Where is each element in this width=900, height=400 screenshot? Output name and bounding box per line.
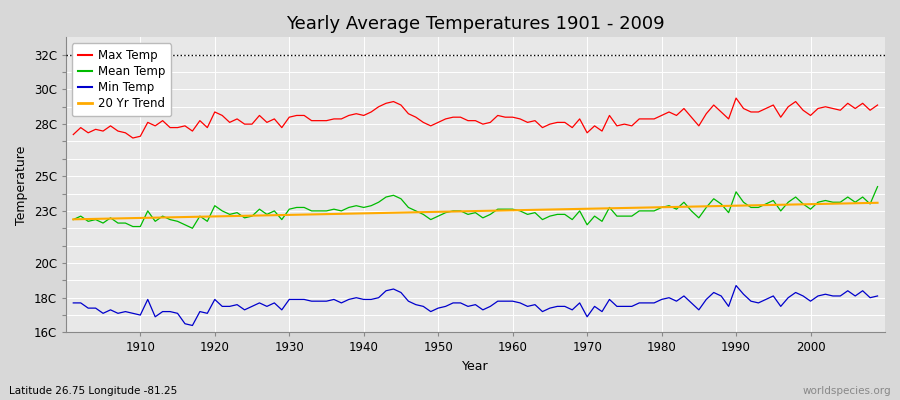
Title: Yearly Average Temperatures 1901 - 2009: Yearly Average Temperatures 1901 - 2009	[286, 15, 665, 33]
Text: worldspecies.org: worldspecies.org	[803, 386, 891, 396]
Legend: Max Temp, Mean Temp, Min Temp, 20 Yr Trend: Max Temp, Mean Temp, Min Temp, 20 Yr Tre…	[72, 43, 171, 116]
Text: Latitude 26.75 Longitude -81.25: Latitude 26.75 Longitude -81.25	[9, 386, 177, 396]
Y-axis label: Temperature: Temperature	[15, 145, 28, 224]
X-axis label: Year: Year	[462, 360, 489, 373]
